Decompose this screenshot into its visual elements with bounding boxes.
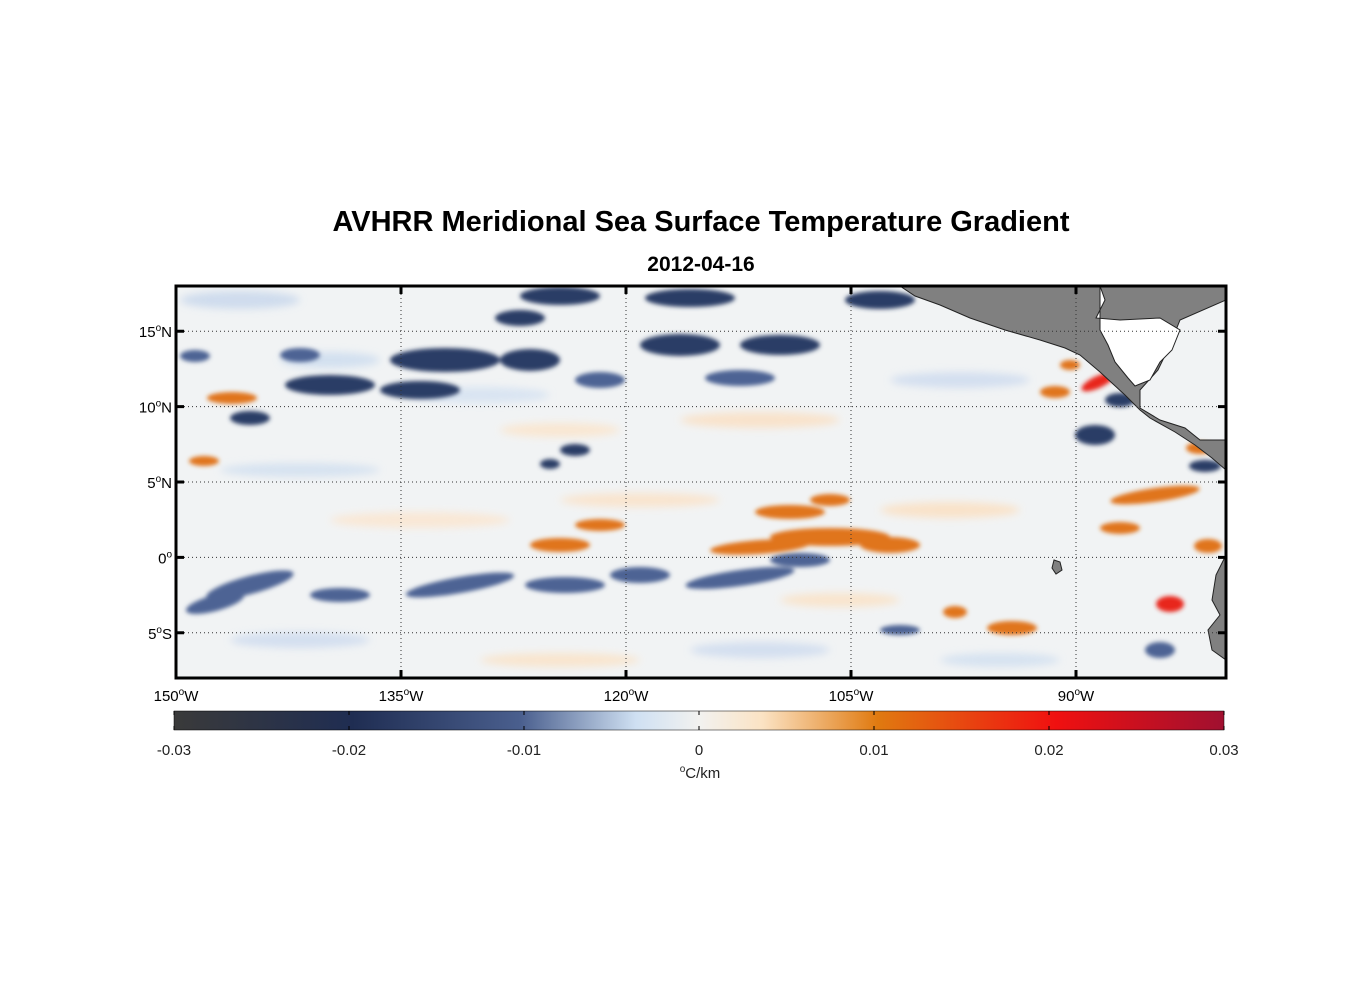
colorbar-ticks: -0.03 -0.02 -0.01 0 0.01 0.02 0.03 bbox=[157, 711, 1239, 759]
colorbar-tick-label: -0.01 bbox=[507, 742, 541, 759]
colorbar-tick-label: 0.03 bbox=[1209, 742, 1238, 759]
chart-subtitle: 2012-04-16 bbox=[647, 253, 755, 276]
lon-tick-label: 150oW bbox=[154, 687, 200, 705]
gulf-of-honduras-water bbox=[1095, 286, 1181, 387]
lat-tick-label: 0o bbox=[158, 549, 172, 567]
galapagos-islands bbox=[1051, 559, 1063, 575]
colorbar-unit-label: oC/km bbox=[680, 764, 721, 782]
lat-tick-label: 15oN bbox=[139, 323, 172, 341]
colorbar-tick-label: -0.02 bbox=[332, 742, 366, 759]
colorbar-tick-label: 0 bbox=[695, 742, 703, 759]
chart-title: AVHRR Meridional Sea Surface Temperature… bbox=[332, 206, 1070, 238]
colorbar-tick-label: 0.02 bbox=[1034, 742, 1063, 759]
lat-tick-label: 5oN bbox=[147, 474, 172, 492]
colorbar-tick-label: -0.03 bbox=[157, 742, 191, 759]
lon-tick-label: 120oW bbox=[604, 687, 650, 705]
map-frame bbox=[174, 284, 1228, 680]
lon-tick-label: 135oW bbox=[379, 687, 425, 705]
lat-tick-label: 5oS bbox=[148, 625, 172, 643]
lon-tick-label: 105oW bbox=[829, 687, 875, 705]
gradient-anomalies bbox=[180, 286, 1226, 667]
lon-tick-label: 90oW bbox=[1058, 687, 1095, 705]
axis-ticks: 15oN 10oN 5oN 0o 5oS 150oW 135oW 120oW 105oW 90oW bbox=[139, 286, 1226, 705]
lat-tick-label: 10oN bbox=[139, 399, 172, 417]
colorbar-tick-label: 0.01 bbox=[859, 742, 888, 759]
